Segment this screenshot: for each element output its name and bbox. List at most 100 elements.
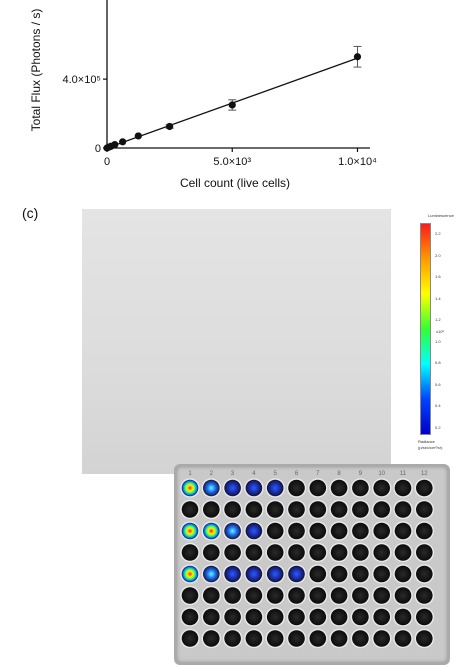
- well: [224, 587, 241, 604]
- well: [203, 565, 220, 583]
- well: [394, 630, 412, 647]
- well: [309, 479, 327, 497]
- well: [330, 587, 348, 604]
- well: [288, 522, 305, 540]
- well: [245, 479, 263, 497]
- well: [416, 522, 433, 540]
- well: [266, 587, 284, 604]
- plate-column-label: 10: [378, 471, 385, 477]
- well: [330, 522, 348, 540]
- well: [309, 522, 327, 540]
- well: [245, 630, 263, 647]
- well: [245, 522, 263, 540]
- plate-column-label: 5: [274, 471, 278, 477]
- x-tick-label: 1.0×10⁴: [338, 156, 377, 168]
- colorbar-tick-label: 1.6: [435, 274, 441, 280]
- x-axis-label: Cell count (live cells): [180, 176, 290, 190]
- data-point: [119, 138, 127, 146]
- well: [394, 522, 412, 540]
- well: [394, 479, 412, 497]
- well: [352, 587, 369, 604]
- well: [352, 522, 369, 540]
- well: [288, 479, 305, 497]
- well: [266, 608, 284, 626]
- colorbar-tick-label: 2.2: [435, 231, 441, 236]
- well: [203, 608, 220, 626]
- colorbar-tick-label: 0.4: [435, 403, 441, 409]
- well: [416, 501, 433, 518]
- well: [181, 522, 199, 540]
- colorbar-tick-label: 0.6: [435, 381, 441, 387]
- colorbar-tick-label: 1.2: [435, 317, 441, 323]
- colorbar-tick-label: 2.0: [435, 252, 441, 258]
- well: [352, 544, 369, 561]
- well: [181, 630, 199, 647]
- well: [330, 630, 348, 647]
- colorbar-title: Luminescence: [428, 213, 454, 218]
- well: [203, 522, 220, 540]
- well: [373, 479, 390, 497]
- well: [416, 544, 433, 561]
- well: [181, 587, 199, 604]
- plate-column-label: 11: [400, 471, 407, 477]
- well: [266, 501, 284, 518]
- well: [288, 565, 305, 583]
- well: [203, 479, 220, 497]
- well-plate: 1 2 3 4 5 6 7 8 9 10 11 12: [174, 464, 450, 665]
- well: [394, 587, 412, 604]
- well: [203, 630, 220, 647]
- well: [416, 587, 433, 604]
- well: [288, 544, 305, 561]
- x-tick-label: 5.0×10³: [213, 156, 251, 168]
- colorbar-tick-label: 1.4: [435, 295, 441, 301]
- well: [309, 501, 327, 518]
- colorbar-unit: (p/sec/cm²/sr): [418, 445, 443, 450]
- plate-photo: 1 2 3 4 5 6 7 8 9 10 11 12: [82, 209, 450, 665]
- well: [224, 479, 241, 497]
- plate-column-label: 6: [295, 471, 299, 477]
- well: [245, 587, 263, 604]
- well: [266, 522, 284, 540]
- plate-column-label: 3: [231, 471, 235, 477]
- well: [288, 608, 305, 626]
- colorbar: Luminescence 2.2 2.0 1.6 1.4 1.2 1.0 0.8 0.6 0.4…: [410, 209, 474, 474]
- well: [309, 630, 327, 647]
- well: [373, 522, 390, 540]
- plate-column-label: 4: [252, 471, 256, 477]
- well: [266, 479, 284, 497]
- well: [330, 565, 348, 583]
- well: [224, 501, 241, 518]
- well: [266, 630, 284, 647]
- well: [394, 565, 412, 583]
- well: [309, 587, 327, 604]
- well: [181, 608, 199, 626]
- well: [352, 565, 369, 583]
- well: [352, 630, 369, 647]
- well: [245, 544, 263, 561]
- plate-column-label: 2: [210, 471, 214, 477]
- well: [352, 479, 369, 497]
- y-axis-label: Total Flux (Photons / s): [29, 9, 43, 132]
- well: [352, 608, 369, 626]
- well: [416, 608, 433, 626]
- plate-column-label: 1: [188, 471, 192, 477]
- colorbar-gradient: [420, 223, 431, 435]
- well: [373, 587, 390, 604]
- colorbar-exponent: x10⁶: [436, 329, 445, 334]
- well: [330, 544, 348, 561]
- colorbar-tick-label: 0.8: [435, 360, 441, 366]
- well: [203, 544, 220, 561]
- chart-panel-b: 0 5.0×10³ 1.0×10⁴ 0 4.0×10⁵ Total Flux (Phot…: [29, 0, 377, 190]
- y-tick-label: 0: [95, 143, 101, 155]
- plate-column-label: 7: [316, 471, 320, 477]
- well: [309, 608, 327, 626]
- data-point: [353, 53, 362, 61]
- well: [245, 608, 263, 626]
- well: [394, 608, 412, 626]
- well: [288, 501, 305, 518]
- plate-column-label: 9: [359, 471, 363, 477]
- well: [394, 544, 412, 561]
- well: [224, 544, 241, 561]
- data-point: [166, 122, 174, 131]
- well: [373, 608, 390, 626]
